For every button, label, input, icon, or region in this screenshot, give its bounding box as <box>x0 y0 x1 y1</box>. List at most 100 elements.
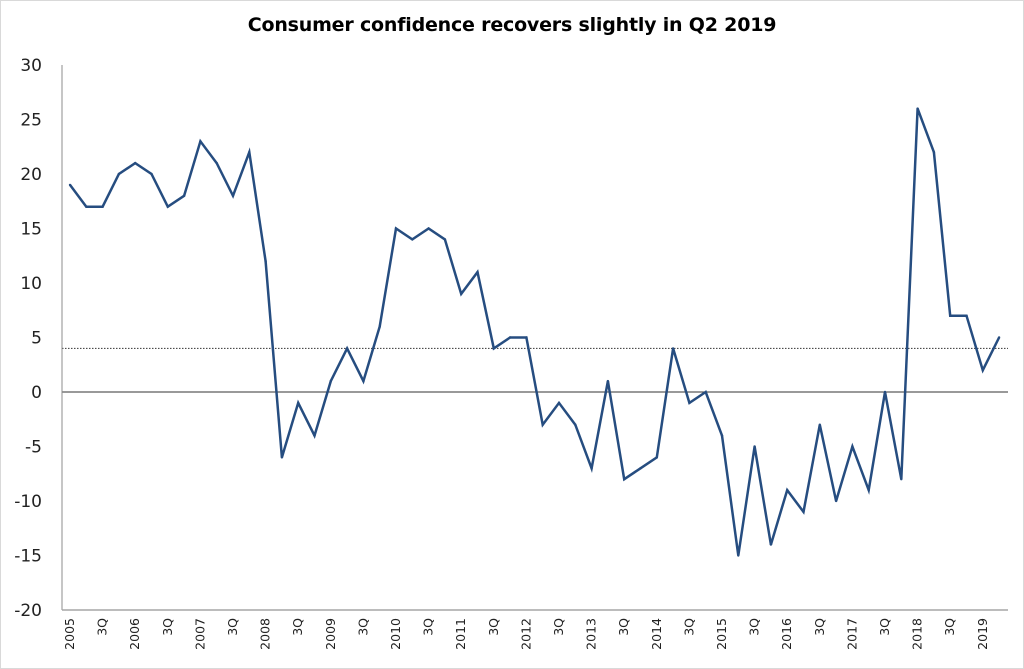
data-point <box>671 347 675 350</box>
data-point <box>362 379 365 383</box>
data-point <box>166 205 169 208</box>
x-tick-label: 3Q <box>290 618 305 636</box>
x-tick-label: 3Q <box>95 618 110 636</box>
data-point <box>900 478 903 481</box>
data-point <box>867 488 870 492</box>
y-tick-label: 0 <box>31 383 42 403</box>
x-tick-label: 2013 <box>584 618 599 650</box>
data-point <box>655 456 658 459</box>
data-point <box>492 347 495 350</box>
data-point <box>313 434 316 437</box>
data-point <box>606 379 610 383</box>
data-point <box>150 172 153 176</box>
data-point <box>574 423 577 426</box>
series-group <box>68 107 1001 557</box>
data-point <box>590 467 593 470</box>
data-point <box>411 238 414 241</box>
data-point <box>117 172 121 176</box>
data-point <box>101 205 104 208</box>
data-point <box>965 314 968 317</box>
x-tick-label: 3Q <box>486 618 501 636</box>
data-point <box>68 183 72 187</box>
y-tick-label: -20 <box>14 601 42 621</box>
x-tick-label: 2009 <box>323 618 338 650</box>
data-point <box>443 238 447 241</box>
data-point <box>248 151 251 154</box>
data-point <box>704 390 707 394</box>
chart-title: Consumer confidence recovers slightly in… <box>247 14 777 36</box>
y-tick-label: 10 <box>20 274 42 294</box>
data-point <box>720 434 724 437</box>
data-point <box>85 205 88 208</box>
axes <box>61 65 1008 611</box>
y-tick-label: 30 <box>20 56 42 76</box>
data-point <box>981 369 984 372</box>
data-point <box>476 270 479 274</box>
y-tick-label: -15 <box>14 547 42 567</box>
x-tick-label: 3Q <box>812 618 827 636</box>
data-point <box>557 401 561 405</box>
data-point <box>329 379 332 383</box>
data-point <box>786 488 789 492</box>
x-tick-label: 3Q <box>942 618 957 636</box>
data-point <box>834 499 838 503</box>
data-point <box>769 543 773 546</box>
y-tick-label: -5 <box>25 438 42 458</box>
y-tick-label: 25 <box>20 111 42 131</box>
x-tick-label: 2018 <box>910 618 925 650</box>
x-tick-label: 2007 <box>192 618 207 650</box>
data-point <box>182 194 186 197</box>
x-tick-label: 2019 <box>975 618 990 650</box>
x-tick-label: 2015 <box>714 618 729 650</box>
data-point <box>916 107 919 110</box>
x-tick-label: 3Q <box>551 618 566 636</box>
x-tick-label: 2012 <box>518 618 533 650</box>
data-point <box>818 423 821 426</box>
x-tick-label: 2010 <box>388 618 403 650</box>
y-tick-label: 5 <box>31 329 42 349</box>
data-point <box>949 314 952 317</box>
data-point <box>623 478 626 481</box>
data-point <box>231 194 235 197</box>
data-point <box>932 151 936 154</box>
y-tick-label: -10 <box>14 492 42 512</box>
x-axis-tick-labels: 2005 3Q 2006 3Q 2007 3Q 2008 3Q 2009 3Q 2010 3Q 2011… <box>62 618 990 650</box>
x-tick-label: 3Q <box>160 618 175 636</box>
y-tick-label: 15 <box>20 220 42 240</box>
data-point <box>134 161 137 165</box>
y-axis-tick-labels: 30 25 20 15 10 5 0 -5 -10 -15 -20 <box>14 56 42 621</box>
x-tick-label: 3Q <box>747 618 762 636</box>
y-tick-label: 20 <box>20 165 42 185</box>
data-point <box>997 336 1001 339</box>
x-tick-label: 2006 <box>127 618 142 650</box>
data-point <box>802 510 805 514</box>
data-point <box>508 336 512 339</box>
data-point <box>427 227 430 230</box>
data-point <box>525 336 528 339</box>
data-point <box>688 401 691 405</box>
x-tick-label: 2016 <box>779 618 794 650</box>
data-point <box>394 227 398 230</box>
data-point <box>541 423 544 426</box>
data-point <box>378 325 381 328</box>
series-line <box>68 108 1001 556</box>
data-point <box>753 445 756 448</box>
data-point <box>460 292 463 296</box>
x-tick-label: 3Q <box>355 618 370 636</box>
data-point <box>199 140 202 143</box>
x-tick-label: 3Q <box>421 618 436 636</box>
x-tick-label: 2005 <box>62 618 77 650</box>
data-point <box>883 390 887 394</box>
x-tick-label: 3Q <box>225 618 240 636</box>
data-point <box>297 401 300 405</box>
data-point <box>639 467 642 470</box>
data-point <box>280 456 284 459</box>
x-tick-label: 2008 <box>258 618 273 650</box>
reference-lines <box>62 347 1008 393</box>
x-tick-label: 3Q <box>616 618 631 636</box>
x-tick-label: 2011 <box>453 618 468 650</box>
data-point <box>264 260 267 263</box>
x-tick-label: 2014 <box>649 618 664 650</box>
